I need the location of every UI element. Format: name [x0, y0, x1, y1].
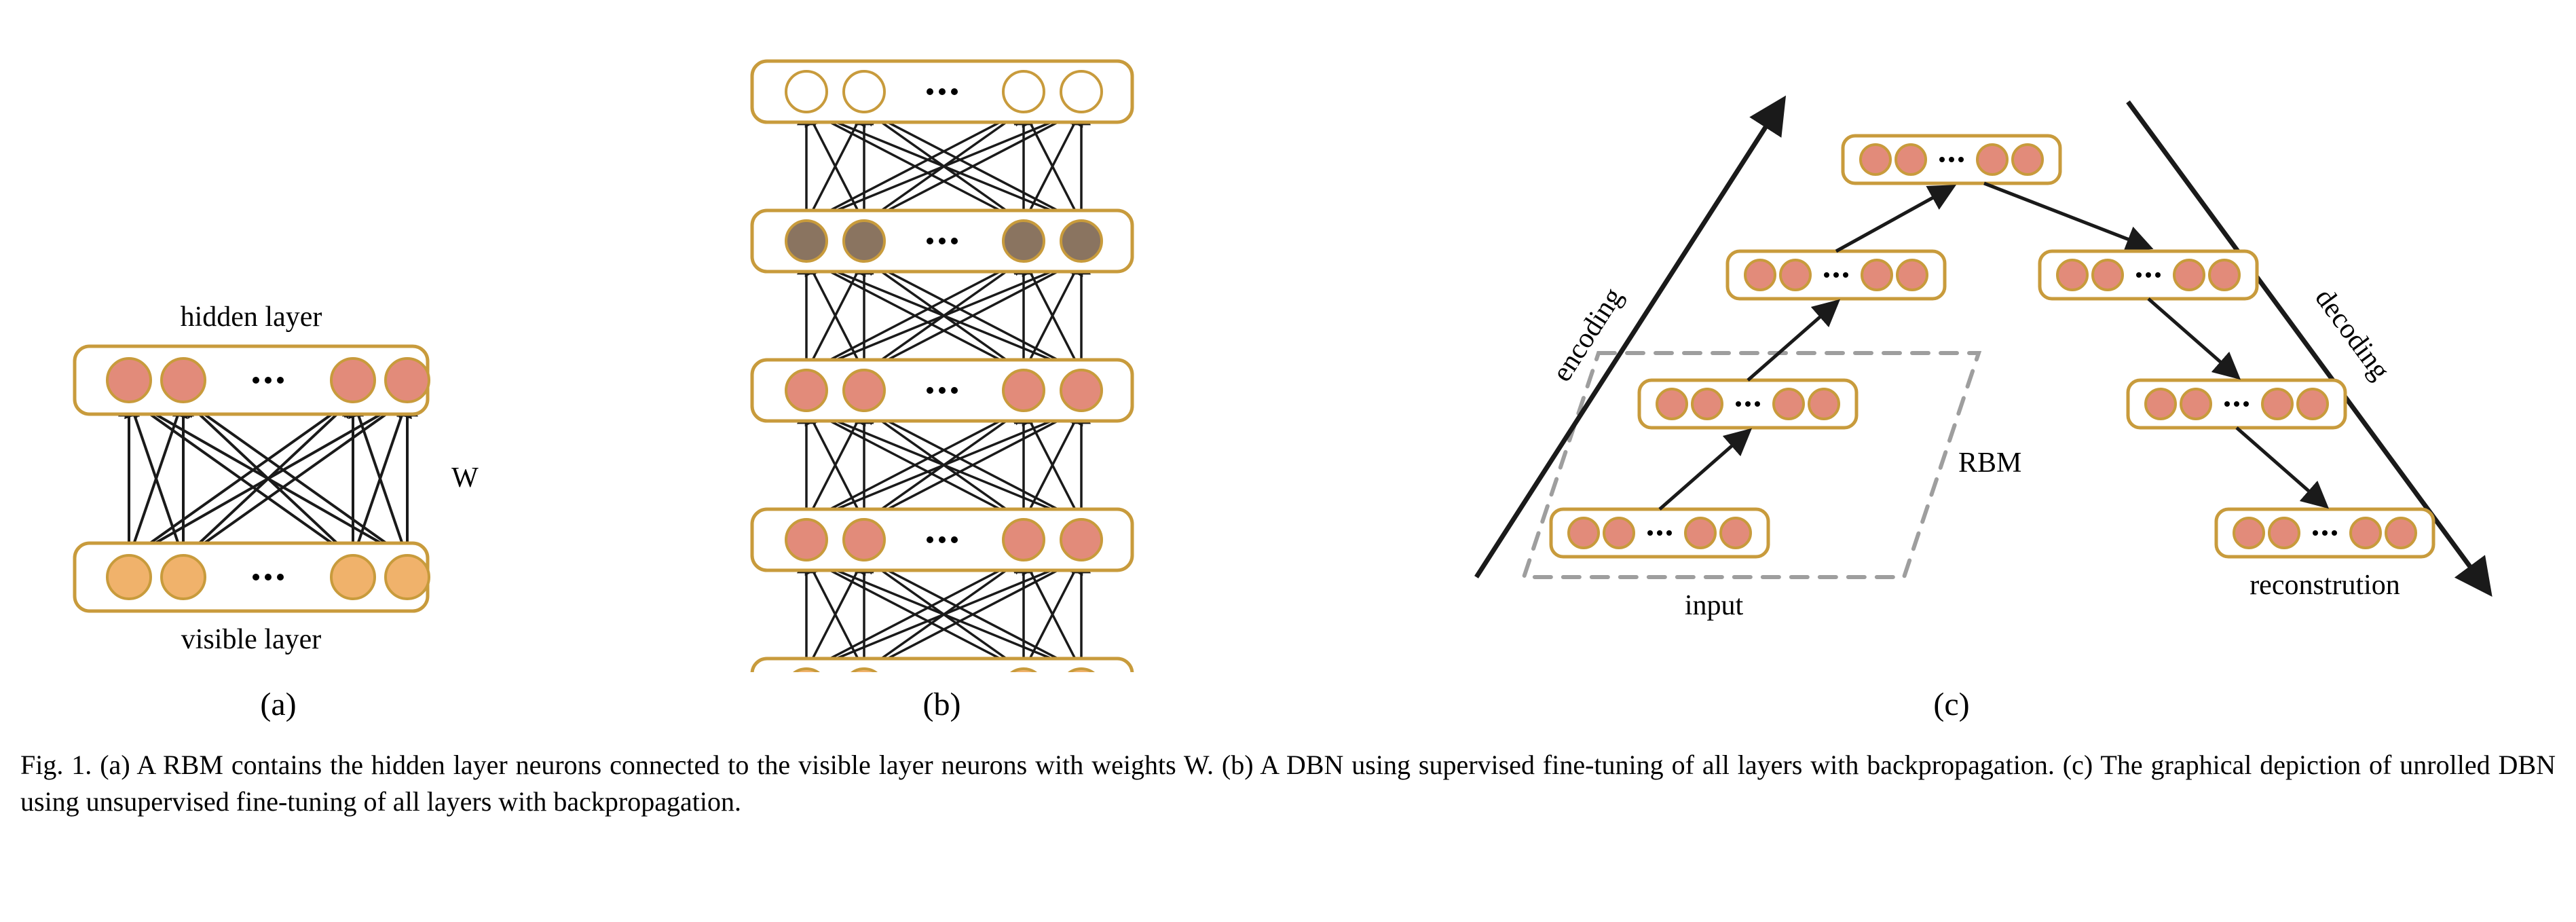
svg-text:encoding: encoding — [1546, 282, 1629, 387]
svg-text:W: W — [451, 462, 479, 494]
svg-text:input: input — [1685, 590, 1744, 621]
panel-a-svg: hidden layer visible layer W — [20, 238, 536, 672]
panel-a-label: (a) — [260, 686, 296, 723]
svg-text:visible layer: visible layer — [181, 624, 321, 655]
svg-text:reconstrution: reconstrution — [2250, 570, 2400, 601]
panel-c-svg: encoding decoding RBM input reconstrution — [1347, 61, 2556, 672]
panel-a: hidden layer visible layer W (a) — [20, 238, 536, 723]
svg-text:hidden layer: hidden layer — [181, 301, 322, 333]
figure-1: hidden layer visible layer W (a) (b) encod… — [20, 20, 2556, 820]
svg-text:decoding: decoding — [2309, 283, 2395, 386]
figure-caption: Fig. 1. (a) A RBM contains the hidden la… — [20, 747, 2556, 820]
panel-c-label: (c) — [1933, 686, 1969, 723]
panel-b-svg — [705, 20, 1180, 672]
panel-b-label: (b) — [923, 686, 961, 723]
panels-row: hidden layer visible layer W (a) (b) encod… — [20, 20, 2556, 723]
panel-c: encoding decoding RBM input reconstrution (c… — [1347, 61, 2556, 723]
panel-b: (b) — [705, 20, 1180, 723]
svg-text:RBM: RBM — [1958, 447, 2021, 479]
